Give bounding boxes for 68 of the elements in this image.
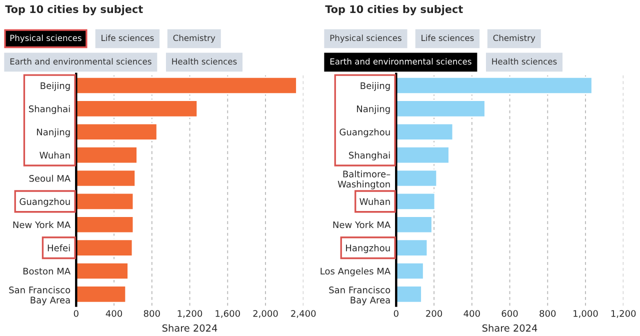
- y-tick-label: Shanghai: [349, 152, 390, 160]
- y-tick-label: Los Angeles MA: [320, 268, 391, 276]
- bar: [76, 216, 134, 234]
- y-tick-label: New York MA: [13, 221, 71, 228]
- chart-title: Top 10 cities by subject: [5, 5, 143, 16]
- x-tick-label: 800: [540, 310, 556, 317]
- bar: [396, 192, 436, 210]
- bar: [76, 100, 198, 118]
- x-tick-label: 0: [394, 310, 398, 317]
- bar: [396, 100, 486, 118]
- bar: [396, 238, 428, 257]
- bar: [396, 262, 424, 280]
- bar: [76, 122, 158, 141]
- y-tick-label: Guangzhou: [340, 128, 390, 138]
- x-tick-label: 2,000: [253, 310, 278, 318]
- x-tick-label: 400: [464, 310, 480, 317]
- x-tick-label: 400: [106, 310, 122, 317]
- bar: [76, 192, 134, 210]
- bar: [396, 169, 438, 188]
- x-tick-label: 0: [74, 310, 78, 317]
- y-tick-label: San Francisco Bay Area: [329, 286, 390, 306]
- text: Earth and environmental sciences: [10, 58, 152, 65]
- x-tick-label: 600: [502, 310, 518, 317]
- bar: [76, 262, 129, 280]
- x-tick-label: 1,200: [611, 310, 636, 318]
- y-tick-label: Baltimore– Washington: [338, 170, 390, 190]
- x-tick-label: 2,400: [291, 310, 316, 318]
- text: Life sciences: [422, 34, 474, 42]
- y-tick-label: Nanjing: [37, 128, 70, 138]
- text: Health sciences: [172, 58, 237, 65]
- x-tick-label: 1,200: [178, 310, 202, 318]
- text: Physical sciences: [330, 34, 402, 43]
- y-tick-label: Guangzhou: [20, 198, 70, 207]
- bar: [396, 122, 454, 141]
- x-tick-label: 800: [144, 310, 160, 317]
- y-tick-label: Boston MA: [23, 268, 71, 275]
- y-tick-label: Shanghai: [29, 105, 70, 114]
- x-tick-label: 200: [426, 310, 442, 317]
- x-tick-label: 1,600: [216, 310, 240, 318]
- y-tick-label: San Francisco Bay Area: [9, 286, 70, 306]
- y-tick-label: Hefei: [48, 244, 70, 252]
- text: Chemistry: [493, 34, 536, 43]
- bar: [396, 76, 593, 95]
- bar: [76, 169, 136, 188]
- chart-title: Top 10 cities by subject: [325, 5, 463, 16]
- bar: [76, 238, 134, 257]
- text: Earth and environmental sciences: [330, 58, 472, 65]
- x-tick-label: 1,000: [574, 310, 598, 318]
- bar: [396, 216, 433, 234]
- text: Health sciences: [492, 58, 557, 65]
- y-tick-label: Hangzhou: [346, 244, 390, 254]
- bar: [76, 285, 127, 304]
- bar: [76, 76, 298, 95]
- y-tick-label: Beijing: [360, 82, 390, 91]
- x-axis-title: Share 2024: [482, 324, 538, 332]
- text: Physical sciences: [10, 34, 82, 43]
- y-tick-label: Wuhan: [40, 152, 70, 159]
- y-tick-label: Wuhan: [360, 198, 390, 205]
- y-tick-label: Seoul MA: [29, 174, 71, 182]
- y-tick-label: Nanjing: [357, 105, 390, 114]
- bar: [76, 146, 138, 164]
- y-tick-label: Beijing: [40, 82, 70, 91]
- text: Chemistry: [173, 34, 216, 43]
- bar: [396, 285, 422, 304]
- bar: [396, 146, 450, 164]
- y-tick-label: New York MA: [333, 221, 391, 228]
- x-axis-title: Share 2024: [162, 324, 218, 332]
- text: Life sciences: [102, 34, 154, 42]
